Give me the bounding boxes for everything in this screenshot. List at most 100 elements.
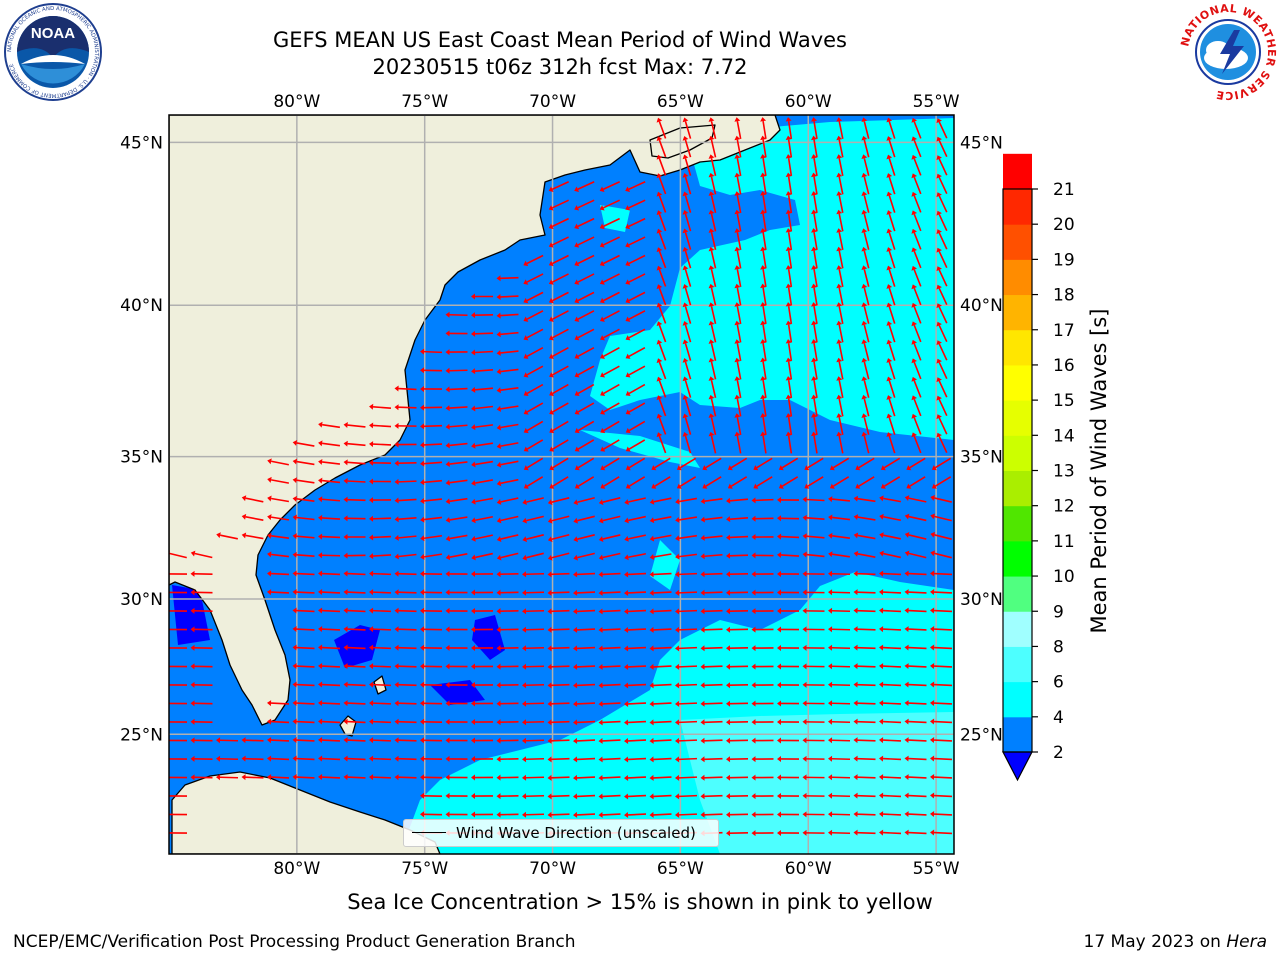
direction-arrowhead bbox=[836, 302, 843, 307]
direction-arrowhead bbox=[785, 320, 792, 326]
direction-vector bbox=[653, 497, 672, 503]
direction-arrowhead bbox=[675, 774, 680, 781]
direction-arrowhead bbox=[624, 608, 629, 615]
direction-vector bbox=[603, 217, 620, 228]
direction-vector bbox=[500, 276, 519, 280]
direction-vector bbox=[888, 213, 896, 232]
direction-vector bbox=[704, 757, 723, 761]
direction-arrowhead bbox=[496, 331, 501, 338]
direction-vector bbox=[857, 794, 876, 798]
direction-vector bbox=[627, 702, 647, 705]
direction-vector bbox=[577, 310, 595, 320]
legend-label: Wind Wave Direction (unscaled) bbox=[456, 824, 696, 842]
direction-arrowhead bbox=[420, 774, 425, 781]
direction-vector bbox=[787, 157, 793, 177]
direction-arrowhead bbox=[445, 589, 450, 596]
direction-vector bbox=[603, 402, 620, 413]
colorbar-tick-label: 17 bbox=[1053, 321, 1075, 341]
direction-vector bbox=[883, 552, 901, 559]
direction-vector bbox=[678, 553, 698, 558]
direction-vector bbox=[551, 757, 570, 761]
direction-arrowhead bbox=[828, 700, 833, 707]
direction-arrowhead bbox=[420, 367, 425, 374]
direction-vector bbox=[883, 457, 901, 469]
direction-arrowhead bbox=[292, 514, 297, 521]
direction-vector bbox=[806, 498, 825, 502]
direction-arrowhead bbox=[861, 376, 868, 382]
direction-arrowhead bbox=[802, 700, 807, 707]
direction-vector bbox=[577, 534, 595, 540]
direction-arrowhead bbox=[802, 589, 807, 596]
direction-arrowhead bbox=[760, 339, 767, 344]
direction-vector bbox=[653, 702, 672, 705]
direction-vector bbox=[526, 439, 544, 450]
direction-vector bbox=[627, 739, 647, 742]
direction-vector bbox=[908, 609, 927, 613]
direction-vector bbox=[296, 683, 315, 687]
direction-arrowhead bbox=[625, 279, 631, 285]
direction-vector bbox=[372, 776, 392, 779]
direction-arrowhead bbox=[682, 210, 689, 215]
direction-vector bbox=[938, 417, 948, 435]
direction-arrowhead bbox=[751, 774, 756, 781]
direction-arrowhead bbox=[734, 283, 741, 289]
direction-vector bbox=[858, 476, 875, 487]
direction-arrowhead bbox=[318, 477, 323, 484]
direction-arrowhead bbox=[656, 136, 663, 142]
direction-arrowhead bbox=[886, 173, 893, 178]
direction-vector bbox=[398, 480, 417, 483]
direction-vector bbox=[474, 442, 494, 447]
direction-vector bbox=[806, 517, 825, 520]
direction-vector bbox=[684, 213, 692, 232]
direction-arrowhead bbox=[904, 589, 909, 596]
direction-arrowhead bbox=[522, 554, 528, 561]
direction-arrowhead bbox=[708, 320, 715, 326]
direction-arrowhead bbox=[708, 209, 715, 215]
direction-vector bbox=[321, 757, 341, 761]
colorbar-tick-label: 10 bbox=[1053, 567, 1075, 587]
direction-arrowhead bbox=[880, 483, 886, 489]
direction-arrowhead bbox=[879, 607, 884, 614]
direction-vector bbox=[857, 572, 876, 576]
direction-arrowhead bbox=[930, 644, 935, 651]
direction-vector bbox=[577, 365, 595, 376]
direction-vector bbox=[888, 398, 896, 417]
direction-vector bbox=[934, 515, 952, 522]
direction-vector bbox=[658, 121, 667, 139]
direction-arrowhead bbox=[445, 700, 450, 707]
direction-vector bbox=[762, 268, 767, 288]
direction-arrowhead bbox=[292, 663, 297, 670]
direction-arrowhead bbox=[734, 376, 741, 381]
direction-vector bbox=[838, 343, 844, 361]
direction-vector bbox=[577, 496, 595, 504]
direction-vector bbox=[347, 720, 366, 724]
direction-arrowhead bbox=[292, 700, 297, 707]
direction-arrowhead bbox=[624, 811, 629, 818]
direction-arrowhead bbox=[802, 570, 807, 577]
direction-vector bbox=[704, 646, 723, 650]
direction-vector bbox=[857, 757, 876, 761]
direction-arrowhead bbox=[760, 191, 767, 196]
direction-arrowhead bbox=[911, 302, 918, 308]
direction-vector bbox=[628, 515, 646, 522]
direction-arrowhead bbox=[904, 718, 909, 725]
direction-arrowhead bbox=[292, 644, 297, 651]
direction-vector bbox=[913, 121, 922, 139]
direction-arrowhead bbox=[836, 228, 843, 233]
direction-vector bbox=[684, 139, 692, 158]
wave-direction-vectors bbox=[169, 117, 953, 837]
graticule bbox=[169, 115, 954, 854]
direction-arrowhead bbox=[445, 386, 450, 393]
direction-arrowhead bbox=[292, 533, 297, 540]
direction-vector bbox=[628, 534, 646, 540]
direction-vector bbox=[933, 739, 953, 742]
direction-vector bbox=[684, 306, 692, 324]
direction-vector bbox=[577, 291, 595, 302]
direction-arrowhead bbox=[682, 413, 689, 419]
direction-arrowhead bbox=[216, 532, 221, 539]
direction-arrowhead bbox=[522, 700, 527, 707]
direction-vector bbox=[296, 720, 315, 724]
direction-vector bbox=[913, 232, 922, 250]
direction-arrowhead bbox=[828, 551, 833, 558]
direction-arrowhead bbox=[734, 357, 741, 363]
